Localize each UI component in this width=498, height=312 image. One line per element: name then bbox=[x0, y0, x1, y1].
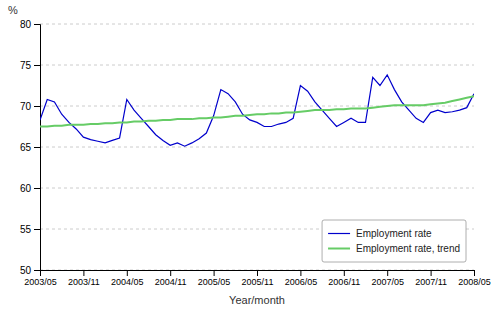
x-tick: 2003/05 bbox=[24, 270, 57, 287]
x-tick: 2007/05 bbox=[371, 270, 404, 287]
y-tick-label: 75 bbox=[20, 60, 32, 71]
y-tick: 50 bbox=[20, 265, 40, 276]
x-tick-mark bbox=[344, 270, 345, 276]
x-axis-line bbox=[41, 271, 475, 277]
x-tick-mark bbox=[474, 270, 475, 276]
y-tick: 75 bbox=[20, 60, 40, 71]
x-tick: 2005/11 bbox=[242, 270, 274, 287]
y-tick-mark bbox=[34, 188, 40, 189]
y-tick-mark bbox=[34, 229, 40, 230]
x-tick-mark bbox=[83, 270, 84, 276]
y-tick-mark bbox=[34, 270, 40, 271]
y-tick-mark bbox=[34, 106, 40, 107]
series-line bbox=[40, 75, 474, 146]
x-tick: 2004/11 bbox=[155, 270, 187, 287]
x-tick-mark bbox=[40, 270, 41, 276]
lines bbox=[40, 75, 474, 146]
y-tick: 60 bbox=[20, 183, 40, 194]
x-tick-label: 2007/05 bbox=[371, 277, 404, 287]
x-tick-label: 2006/05 bbox=[285, 277, 318, 287]
plot-area: 50 55 60 65 70 75 80 2003/05 2003/11 2004/05 2004/… bbox=[20, 19, 491, 288]
x-tick: 2008/05 bbox=[458, 270, 491, 287]
x-tick: 2004/05 bbox=[111, 270, 144, 287]
x-axis: 2003/05 2003/11 2004/05 2004/11 2005/05 2005/… bbox=[24, 270, 491, 287]
y-tick-label: 70 bbox=[20, 101, 32, 112]
legend-swatch bbox=[328, 233, 350, 234]
legend-swatch bbox=[328, 248, 350, 250]
y-axis: 50 55 60 65 70 75 80 bbox=[20, 19, 41, 276]
legend-label: Employment rate, trend bbox=[356, 243, 460, 254]
legend-frame bbox=[322, 220, 466, 262]
y-tick-label: 80 bbox=[20, 19, 32, 30]
x-tick-label: 2005/05 bbox=[198, 277, 231, 287]
grid-line bbox=[40, 188, 474, 189]
x-tick-mark bbox=[257, 270, 258, 276]
x-tick-label: 2006/11 bbox=[328, 277, 360, 287]
x-tick-label: 2005/11 bbox=[242, 277, 274, 287]
x-tick: 2005/05 bbox=[198, 270, 231, 287]
y-tick-label: 60 bbox=[20, 183, 32, 194]
y-tick-label: 65 bbox=[20, 142, 32, 153]
x-tick: 2006/05 bbox=[285, 270, 318, 287]
grid-line bbox=[40, 65, 474, 66]
y-axis-line bbox=[34, 25, 41, 271]
x-tick: 2006/11 bbox=[328, 270, 360, 287]
y-tick-label: 55 bbox=[20, 224, 32, 235]
x-tick-label: 2003/11 bbox=[68, 277, 100, 287]
x-tick-label: 2003/05 bbox=[24, 277, 57, 287]
x-tick-mark bbox=[387, 270, 388, 276]
x-tick-label: 2004/05 bbox=[111, 277, 144, 287]
y-tick-mark bbox=[34, 24, 40, 25]
y-tick-mark bbox=[34, 65, 40, 66]
grid bbox=[40, 24, 474, 270]
series-line bbox=[40, 96, 474, 126]
x-tick-mark bbox=[170, 270, 171, 276]
y-tick: 80 bbox=[20, 19, 40, 30]
x-tick-mark bbox=[300, 270, 301, 276]
x-tick-label: 2008/05 bbox=[458, 277, 491, 287]
legend: Employment rate Employment rate, trend bbox=[322, 220, 466, 262]
chart: 50 55 60 65 70 75 80 2003/05 2003/11 2004/05 2004/… bbox=[0, 0, 498, 312]
y-tick-mark bbox=[34, 147, 40, 148]
x-tick-mark bbox=[127, 270, 128, 276]
x-tick-mark bbox=[214, 270, 215, 276]
x-tick-label: 2004/11 bbox=[155, 277, 187, 287]
x-axis-title: Year/month bbox=[229, 294, 285, 306]
grid-line bbox=[40, 24, 474, 25]
y-axis-title: % bbox=[8, 4, 18, 16]
y-tick: 55 bbox=[20, 224, 40, 235]
x-tick: 2003/11 bbox=[68, 270, 100, 287]
x-tick-mark bbox=[431, 270, 432, 276]
grid-line bbox=[40, 147, 474, 148]
x-tick: 2007/11 bbox=[415, 270, 447, 287]
y-tick: 70 bbox=[20, 101, 40, 112]
legend-label: Employment rate bbox=[356, 228, 432, 239]
x-tick-label: 2007/11 bbox=[415, 277, 447, 287]
y-tick-label: 50 bbox=[20, 265, 32, 276]
y-tick: 65 bbox=[20, 142, 40, 153]
